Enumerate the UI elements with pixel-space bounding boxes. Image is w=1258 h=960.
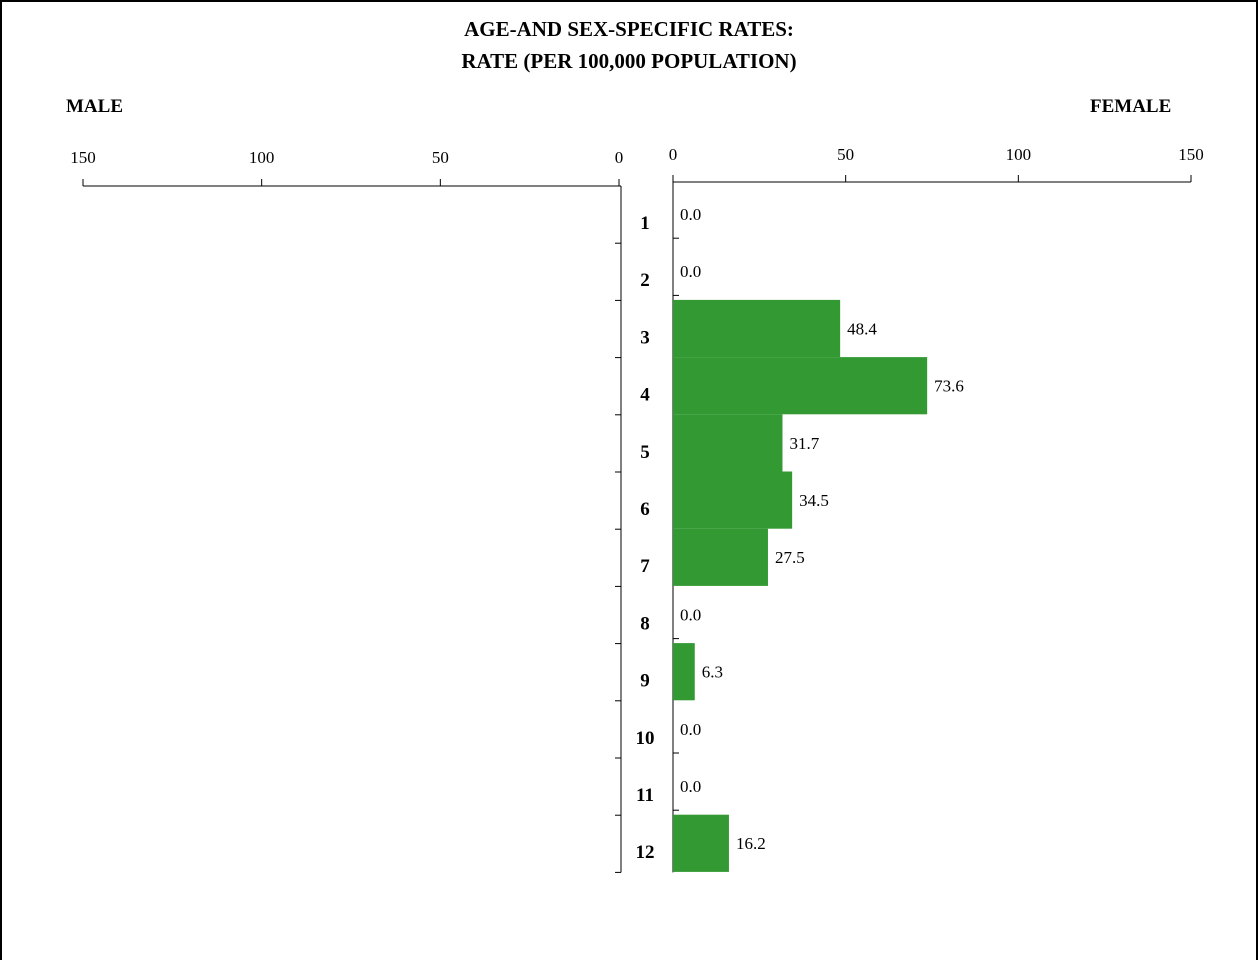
- female-bar: [673, 643, 695, 701]
- female-bar: [673, 814, 729, 872]
- age-group-label: 10: [636, 728, 655, 749]
- age-group-label: 6: [640, 499, 650, 520]
- female-value-label: 0.0: [680, 777, 701, 796]
- female-bar: [673, 414, 783, 472]
- age-group-label: 5: [640, 442, 650, 463]
- female-tick-label: 50: [837, 145, 854, 164]
- female-value-label: 0.0: [680, 205, 701, 224]
- female-value-label: 0.0: [680, 720, 701, 739]
- age-group-label: 3: [640, 327, 650, 348]
- female-value-label: 48.4: [847, 319, 877, 338]
- female-tick-label: 150: [1178, 145, 1204, 164]
- female-bar: [673, 528, 768, 586]
- chart-title-line-2: RATE (PER 100,000 POPULATION): [461, 49, 797, 73]
- male-tick-label: 100: [249, 148, 275, 167]
- female-value-label: 16.2: [736, 834, 766, 853]
- female-bar: [673, 357, 928, 415]
- female-value-label: 6.3: [702, 663, 723, 682]
- female-value-label: 0.0: [680, 605, 701, 624]
- age-group-label: 12: [636, 842, 655, 863]
- male-tick-label: 0: [615, 148, 624, 167]
- female-value-label: 31.7: [789, 434, 819, 453]
- male-label: MALE: [66, 96, 123, 117]
- female-value-label: 73.6: [934, 377, 964, 396]
- female-value-label: 0.0: [680, 262, 701, 281]
- female-value-label: 27.5: [775, 548, 805, 567]
- female-tick-label: 0: [669, 145, 678, 164]
- female-label: FEMALE: [1090, 96, 1172, 117]
- female-tick-label: 100: [1006, 145, 1032, 164]
- age-group-label: 7: [640, 556, 650, 577]
- chart-title-line-1: AGE-AND SEX-SPECIFIC RATES:: [464, 17, 794, 41]
- age-group-label: 11: [636, 785, 654, 806]
- age-group-label: 1: [640, 213, 650, 234]
- age-group-label: 4: [640, 385, 650, 406]
- age-group-label: 8: [640, 613, 650, 634]
- age-group-label: 9: [640, 671, 650, 692]
- male-tick-label: 150: [70, 148, 96, 167]
- male-tick-label: 50: [432, 148, 449, 167]
- age-group-label: 2: [640, 270, 650, 291]
- female-bar: [673, 471, 793, 529]
- female-bar: [673, 299, 841, 358]
- female-value-label: 34.5: [799, 491, 829, 510]
